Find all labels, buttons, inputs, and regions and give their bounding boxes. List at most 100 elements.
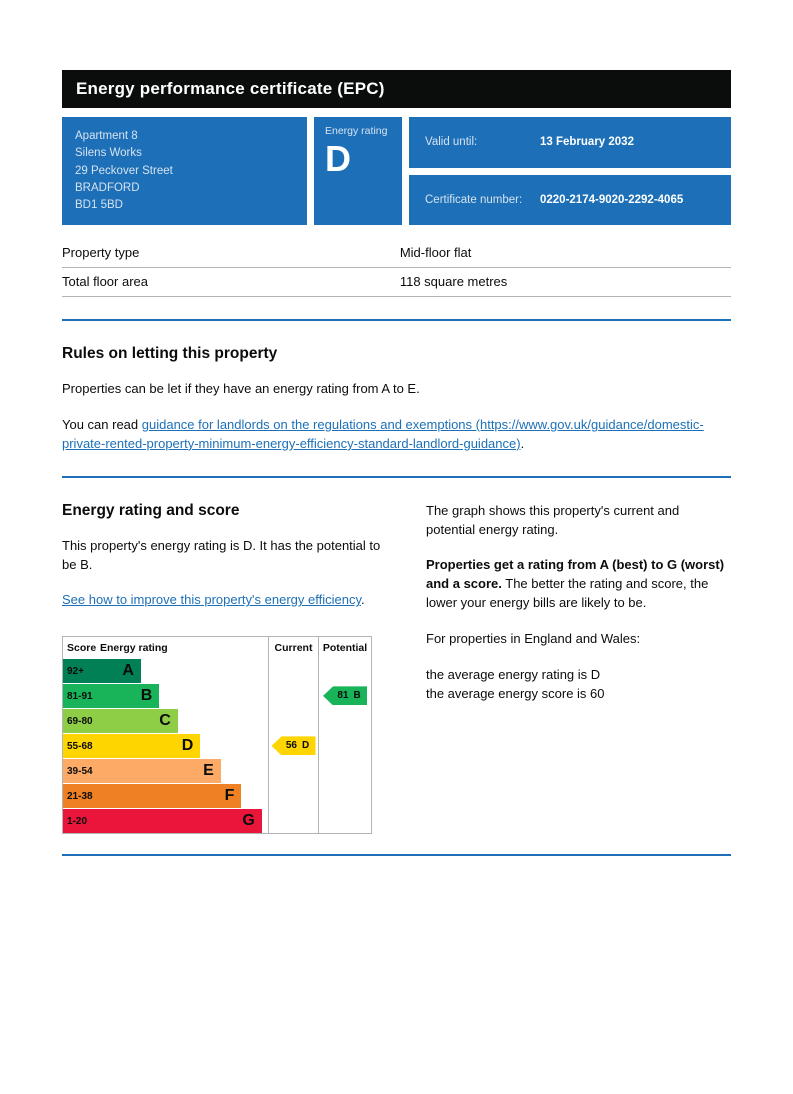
- rating-arrow-b: 81 B: [323, 686, 367, 706]
- band-letter: C: [159, 712, 171, 730]
- band-bar-area: 39-54 E: [63, 758, 268, 784]
- epc-band-row-c: 69-80 C: [63, 708, 371, 734]
- current-cell: [268, 808, 318, 834]
- average-rating-line: the average energy rating is D: [426, 666, 601, 682]
- epc-band-row-b: 81-91 B 81 B: [63, 683, 371, 709]
- band-bar-area: 21-38 F: [63, 783, 268, 809]
- property-details: Property type Mid-floor flat Total floor…: [62, 239, 731, 298]
- band-bar-b: 81-91 B: [63, 684, 160, 709]
- arrow-score: 56: [285, 740, 297, 752]
- potential-cell: [318, 733, 371, 759]
- address-line: Apartment 8: [75, 130, 138, 142]
- arrow-score: 81: [337, 690, 349, 702]
- potential-cell: [318, 783, 371, 809]
- band-score: 81-91: [67, 690, 93, 702]
- table-row: Property type Mid-floor flat: [62, 239, 731, 269]
- band-bar-area: 81-91 B: [63, 683, 268, 709]
- current-cell: [268, 783, 318, 809]
- band-letter: D: [181, 737, 194, 755]
- section-divider: [62, 475, 731, 478]
- certificate-number-value: 0220-2174-9020-2292-4065: [540, 193, 684, 206]
- rating-arrow-d: 56 D: [271, 736, 316, 756]
- address-line: BRADFORD: [75, 181, 140, 194]
- band-score: 55-68: [67, 740, 93, 752]
- property-type-value: Mid-floor flat: [399, 245, 472, 261]
- epc-chart-header: Score Energy rating Current Potential: [63, 637, 371, 659]
- current-cell: 56 D: [268, 733, 318, 759]
- epc-band-row-d: 55-68 D 56 D: [63, 733, 371, 759]
- arrow-letter: B: [353, 690, 361, 702]
- improve-efficiency-link[interactable]: See how to improve this property's energ…: [62, 592, 361, 608]
- potential-cell: [318, 808, 371, 834]
- energy-rating-label: Energy rating: [325, 125, 388, 137]
- guidance-text-suffix: .: [520, 435, 525, 451]
- certificate-number-label: Certificate number:: [425, 193, 523, 206]
- rating-right-column: The graph shows this property's current …: [426, 478, 731, 835]
- band-letter: F: [224, 787, 235, 805]
- floor-area-label: Total floor area: [62, 274, 148, 290]
- band-bar-g: 1-20 G: [63, 809, 262, 834]
- address-line: 29 Peckover Street: [75, 164, 173, 177]
- averages-block: the average energy rating is D the avera…: [426, 666, 731, 704]
- chart-col-current: Current: [268, 637, 318, 659]
- valid-until-value: 13 February 2032: [540, 136, 634, 149]
- rules-heading: Rules on letting this property: [62, 345, 278, 363]
- rating-left-column: Energy rating and score This property's …: [62, 478, 392, 835]
- rating-explanation-bold: Properties get a rating from A (best) to…: [426, 557, 725, 592]
- improve-paragraph: See how to improve this property's energ…: [62, 591, 392, 610]
- energy-rating-value: D: [325, 138, 351, 179]
- potential-cell: [318, 708, 371, 734]
- improve-suffix: .: [360, 592, 365, 608]
- rules-paragraph: Properties can be let if they have an en…: [62, 381, 420, 397]
- band-score: 21-38: [67, 790, 93, 802]
- chart-col-energy-rating: Energy rating: [100, 641, 168, 654]
- band-bar-c: 69-80 C: [63, 709, 178, 734]
- band-score: 39-54: [67, 765, 93, 777]
- potential-cell: [318, 658, 371, 684]
- section-divider: [62, 854, 731, 857]
- band-letter: G: [242, 812, 255, 830]
- epc-chart-rows: 92+ A 81-91 B 81 B 69-80 C 55-68 D 56 D 39-54 E 21-38 F…: [63, 658, 371, 834]
- band-bar-area: 69-80 C: [63, 708, 268, 734]
- band-bar-a: 92+ A: [63, 659, 141, 684]
- property-address: Apartment 8 Silens Works 29 Peckover Str…: [62, 117, 307, 226]
- band-score: 1-20: [67, 815, 88, 827]
- energy-rating-box: Energy rating D: [314, 117, 402, 226]
- epc-band-row-g: 1-20 G: [63, 808, 371, 834]
- rating-heading: Energy rating and score: [62, 501, 240, 519]
- potential-cell: [318, 758, 371, 784]
- region-line: For properties in England and Wales:: [426, 631, 641, 646]
- average-score-line: the average energy score is 60: [426, 685, 605, 701]
- summary-row: Apartment 8 Silens Works 29 Peckover Str…: [62, 117, 731, 226]
- band-score: 92+: [67, 665, 84, 677]
- rules-guidance-paragraph: You can read guidance for landlords on t…: [62, 416, 731, 454]
- band-letter: E: [203, 762, 214, 780]
- current-cell: [268, 708, 318, 734]
- epc-chart: Score Energy rating Current Potential 92…: [62, 636, 372, 835]
- table-row: Total floor area 118 square metres: [62, 268, 731, 298]
- current-cell: [268, 683, 318, 709]
- epc-band-row-e: 39-54 E: [63, 758, 371, 784]
- potential-cell: 81 B: [318, 683, 371, 709]
- band-letter: B: [140, 687, 153, 705]
- epc-document: Energy performance certificate (EPC) Apa…: [62, 70, 731, 857]
- epc-band-row-a: 92+ A: [63, 658, 371, 684]
- validity-column: Valid until: 13 February 2032 Certificat…: [409, 117, 731, 226]
- graph-intro-text: The graph shows this property's current …: [426, 502, 680, 537]
- landlord-guidance-link[interactable]: guidance for landlords on the regulation…: [62, 417, 704, 451]
- chart-col-score: Score: [67, 641, 97, 654]
- band-bar-e: 39-54 E: [63, 759, 221, 784]
- epc-band-row-f: 21-38 F: [63, 783, 371, 809]
- band-bar-area: 55-68 D: [63, 733, 268, 759]
- band-bar-d: 55-68 D: [63, 734, 201, 759]
- rating-section: Energy rating and score This property's …: [62, 478, 731, 835]
- address-line: BD1 5BD: [75, 199, 123, 211]
- rating-explanation: Properties get a rating from A (best) to…: [426, 556, 731, 613]
- address-line: Silens Works: [75, 147, 142, 160]
- band-bar-area: 92+ A: [63, 658, 268, 684]
- current-cell: [268, 758, 318, 784]
- page-title: Energy performance certificate (EPC): [62, 70, 731, 108]
- floor-area-value: 118 square metres: [399, 274, 508, 290]
- current-cell: [268, 658, 318, 684]
- rating-explanation-rest: The better the rating and score, the low…: [426, 576, 709, 611]
